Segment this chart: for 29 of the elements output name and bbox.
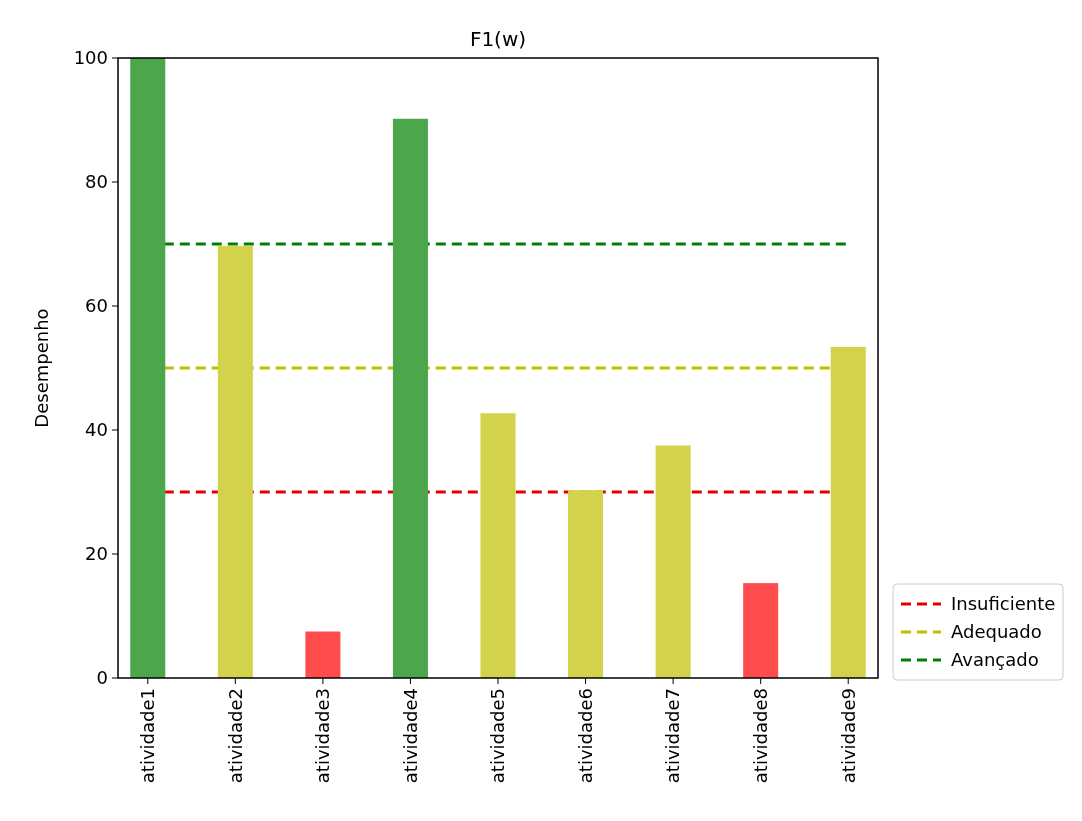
x-tick-label: atividade2	[224, 688, 246, 784]
bar	[655, 445, 691, 678]
y-tick-label: 40	[85, 419, 108, 441]
bar	[480, 413, 516, 678]
y-tick-label: 100	[73, 47, 108, 69]
bar	[130, 58, 166, 678]
legend-label: Avançado	[951, 649, 1039, 671]
x-tick-label: atividade9	[837, 688, 859, 784]
x-tick-label: atividade1	[137, 688, 159, 784]
y-tick-label: 60	[85, 295, 108, 317]
y-tick-label: 20	[85, 543, 108, 565]
legend-label: Adequado	[951, 621, 1042, 643]
x-tick-label: atividade4	[399, 688, 421, 784]
x-tick-label: atividade7	[662, 688, 684, 784]
bar	[217, 245, 253, 678]
bar	[830, 346, 866, 678]
chart-title: F1(w)	[469, 27, 527, 51]
bar	[743, 583, 779, 678]
y-axis-title: Desempenho	[31, 308, 52, 428]
bar	[392, 118, 428, 678]
bar	[305, 631, 341, 678]
y-tick-label: 0	[96, 667, 108, 689]
bar	[568, 490, 604, 678]
x-tick-label: atividade8	[749, 688, 771, 784]
x-tick-label: atividade6	[574, 688, 596, 784]
x-tick-label: atividade3	[312, 688, 334, 784]
legend-label: Insuficiente	[951, 593, 1056, 615]
y-tick-label: 80	[85, 171, 108, 193]
x-tick-label: atividade5	[487, 688, 509, 784]
